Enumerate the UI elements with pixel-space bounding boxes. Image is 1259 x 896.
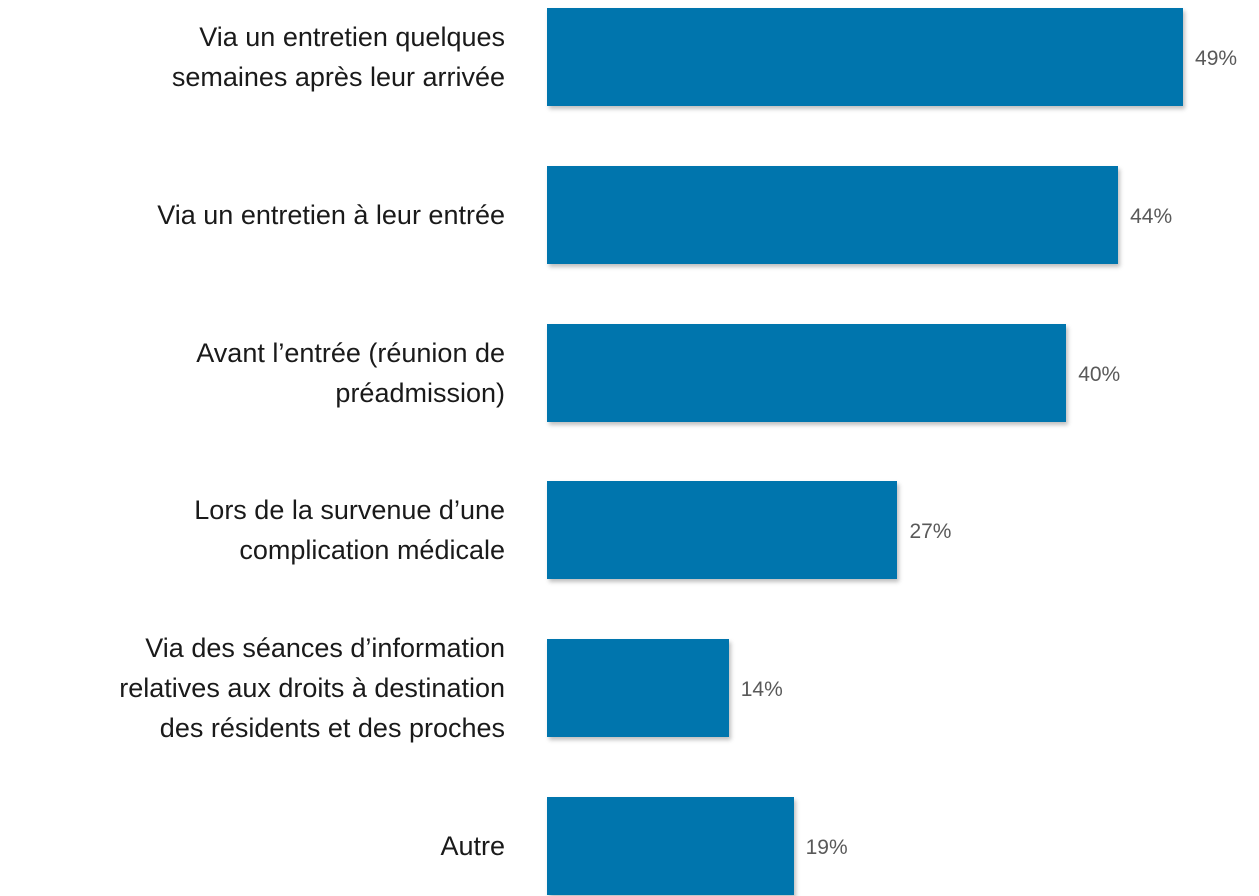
bar <box>547 797 794 895</box>
category-label: Via des séances d’information relatives … <box>119 633 505 744</box>
bar <box>547 639 729 738</box>
category-label: Autre <box>440 831 505 861</box>
bar <box>547 481 898 580</box>
category-label: Via un entretien à leur entrée <box>157 199 505 230</box>
value-label: 49% <box>1195 47 1238 70</box>
value-label: 14% <box>740 678 783 702</box>
bar <box>547 323 1067 422</box>
category-label: Lors de la survenue d’une complication m… <box>194 495 505 566</box>
category-label: Avant l’entrée (réunion de préadmission) <box>196 337 505 408</box>
value-label: 44% <box>1130 204 1173 228</box>
category-label: Via un entretien quelques semaines après… <box>171 22 505 92</box>
value-label: 40% <box>1078 362 1121 386</box>
bar <box>547 165 1119 264</box>
value-label: 27% <box>909 520 952 544</box>
bar <box>547 8 1184 106</box>
value-label: 19% <box>805 836 848 859</box>
